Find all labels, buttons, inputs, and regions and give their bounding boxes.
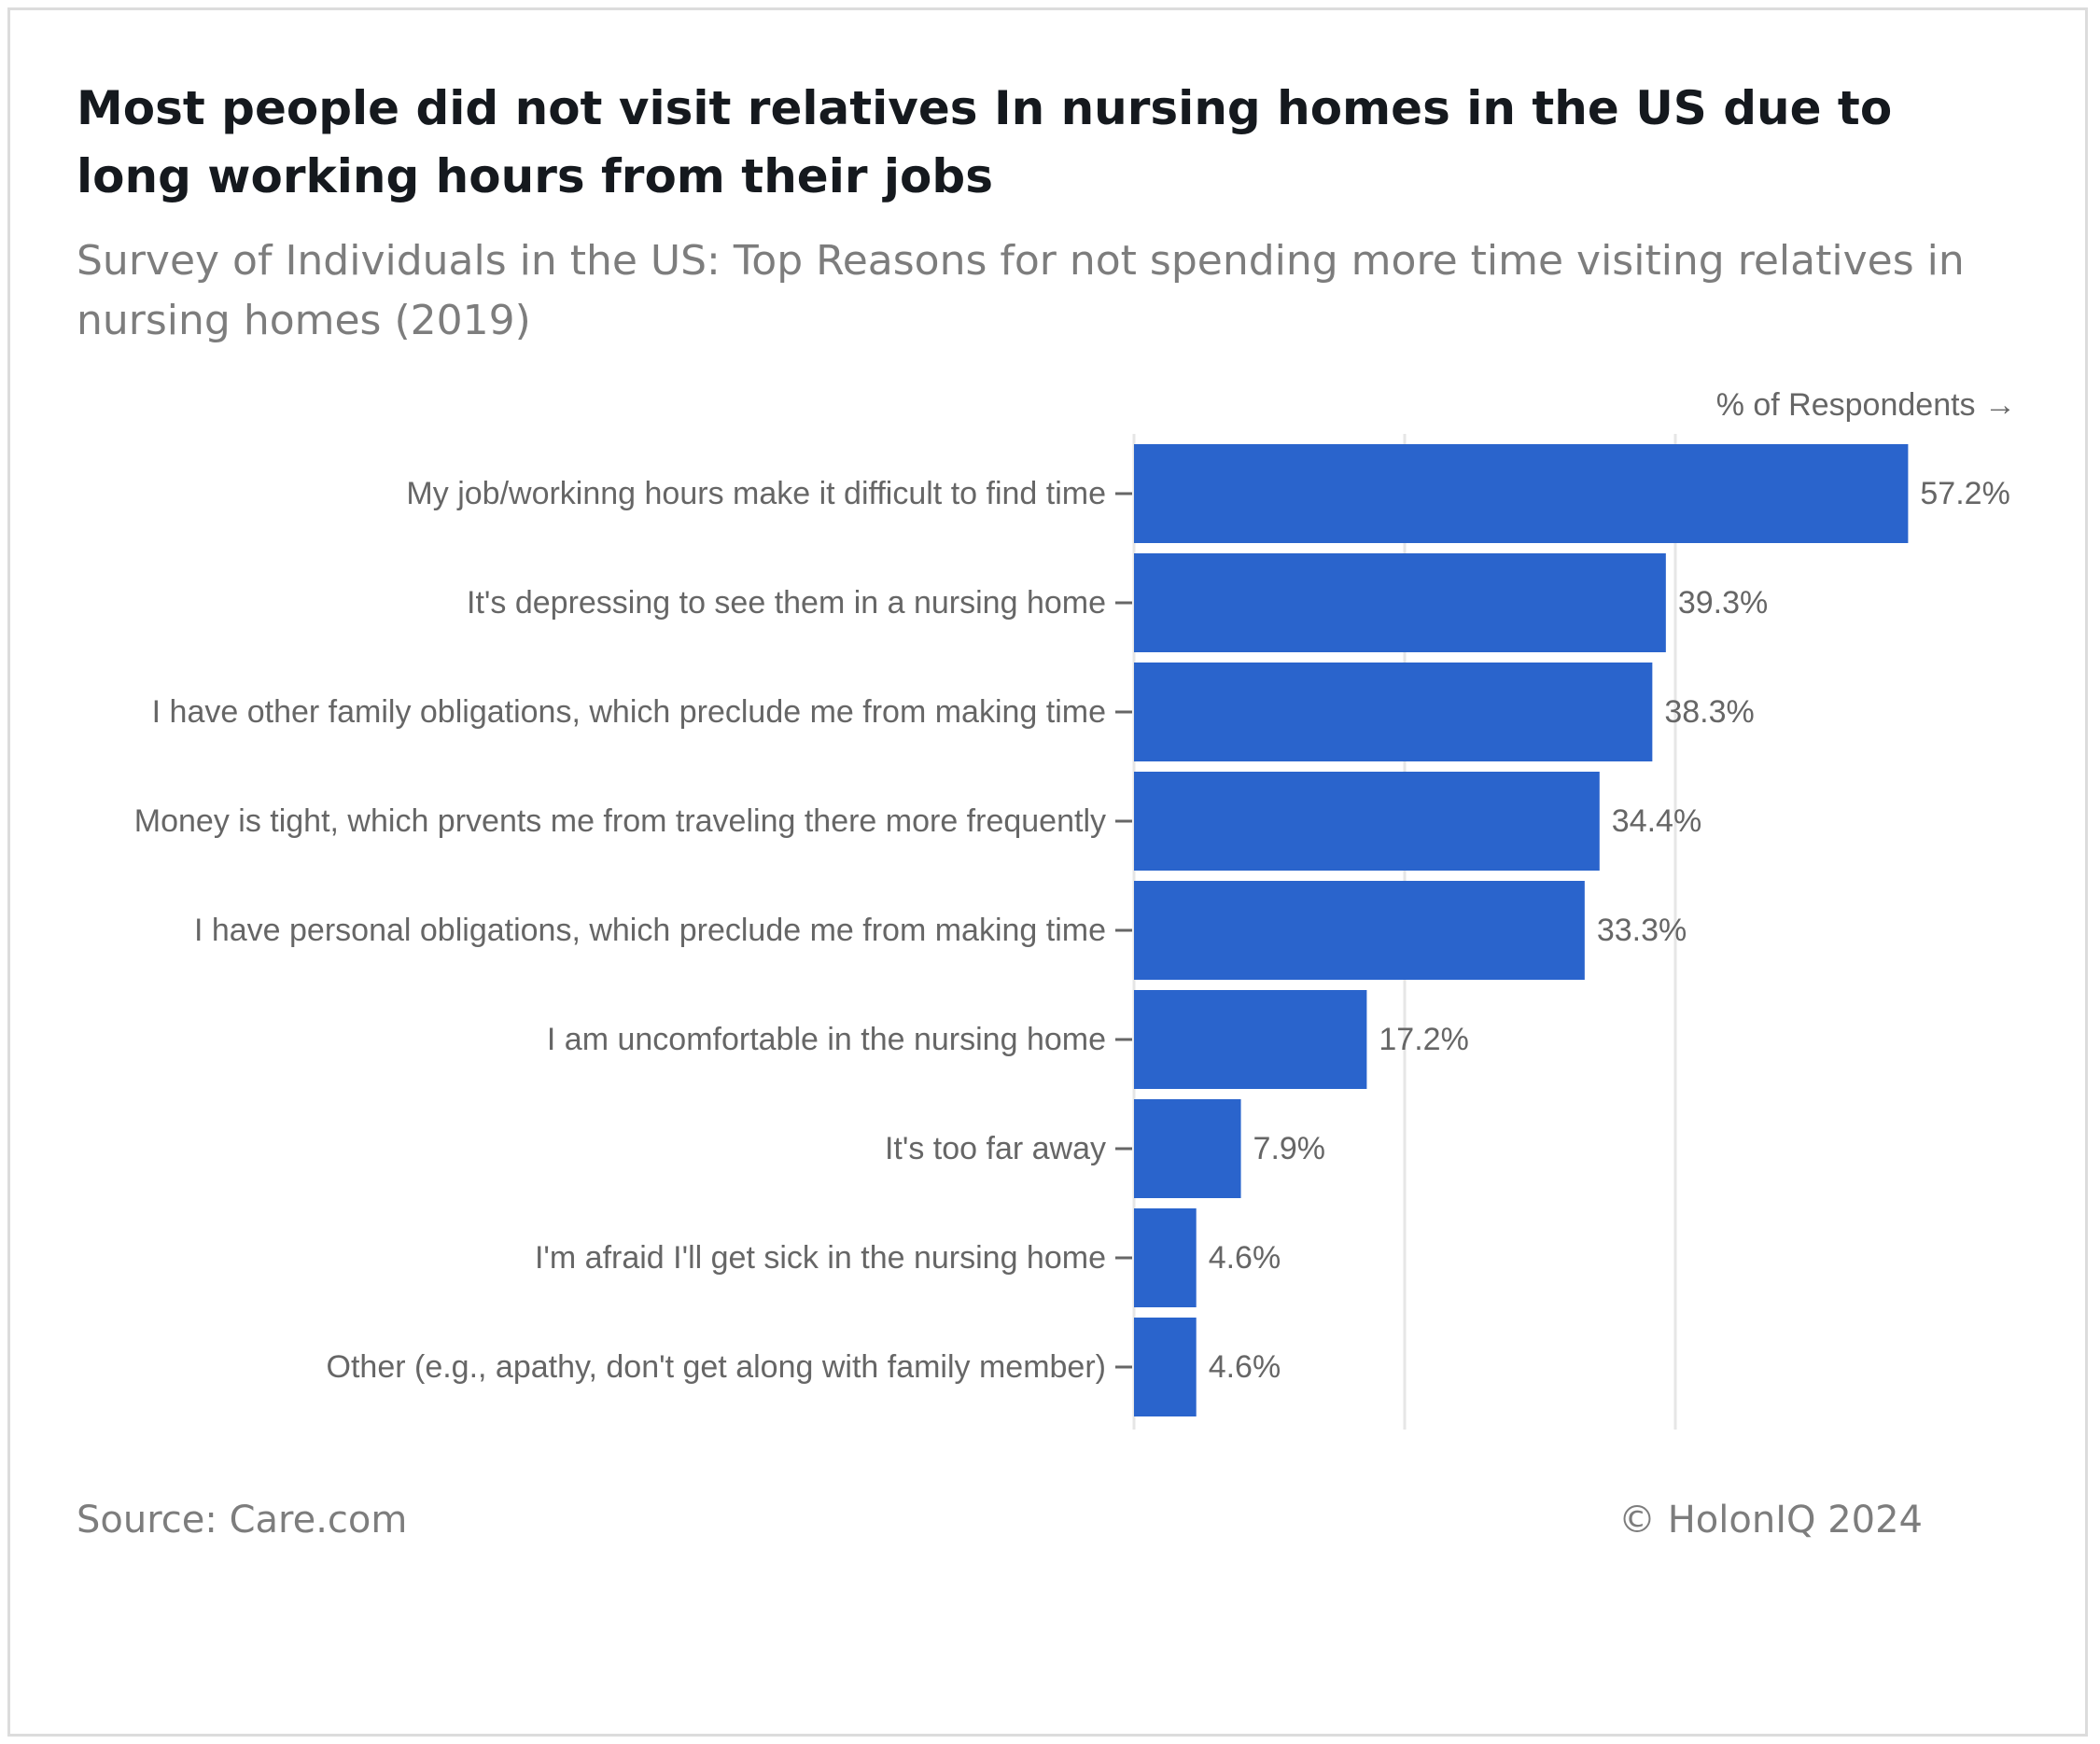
source-note: Source: Care.com — [77, 1499, 408, 1542]
bar-7 — [1134, 1099, 1241, 1198]
category-label-1: My job/workinng hours make it difficult … — [406, 476, 1106, 511]
value-label-7: 7.9% — [1253, 1131, 1326, 1166]
value-label-4: 34.4% — [1612, 803, 1701, 839]
value-label-3: 38.3% — [1664, 694, 1754, 730]
category-label-8: I'm afraid I'll get sick in the nursing … — [535, 1240, 1106, 1276]
chart-title: Most people did not visit relatives In n… — [77, 81, 1893, 203]
bar-3 — [1134, 663, 1653, 761]
bar-1 — [1134, 444, 1909, 543]
category-label-5: I have personal obligations, which precl… — [194, 913, 1106, 948]
bar-8 — [1134, 1208, 1197, 1307]
bar-5 — [1134, 881, 1585, 980]
chart-frame — [7, 7, 2088, 1737]
category-label-3: I have other family obligations, which p… — [152, 694, 1106, 730]
labels: My job/workinng hours make it difficult … — [134, 476, 2010, 1385]
bars — [1134, 444, 1909, 1416]
category-label-4: Money is tight, which prvents me from tr… — [134, 803, 1106, 839]
category-label-9: Other (e.g., apathy, don't get along wit… — [327, 1349, 1106, 1385]
bar-2 — [1134, 553, 1666, 652]
chart-subtitle: Survey of Individuals in the US: Top Rea… — [77, 237, 1965, 344]
bar-6 — [1134, 990, 1367, 1089]
value-label-9: 4.6% — [1209, 1349, 1281, 1385]
value-label-5: 33.3% — [1597, 913, 1687, 948]
bar-4 — [1134, 772, 1600, 871]
value-label-1: 57.2% — [1920, 476, 2009, 511]
x-axis-title: % of Respondents → — [1716, 387, 2016, 423]
copyright-note: © HolonIQ 2024 — [1618, 1499, 1923, 1542]
value-label-6: 17.2% — [1379, 1022, 1468, 1057]
category-label-7: It's too far away — [885, 1131, 1106, 1166]
category-label-6: I am uncomfortable in the nursing home — [547, 1022, 1106, 1057]
value-label-8: 4.6% — [1209, 1240, 1281, 1276]
category-label-2: It's depressing to see them in a nursing… — [467, 585, 1106, 621]
bar-9 — [1134, 1318, 1197, 1416]
value-label-2: 39.3% — [1678, 585, 1768, 621]
